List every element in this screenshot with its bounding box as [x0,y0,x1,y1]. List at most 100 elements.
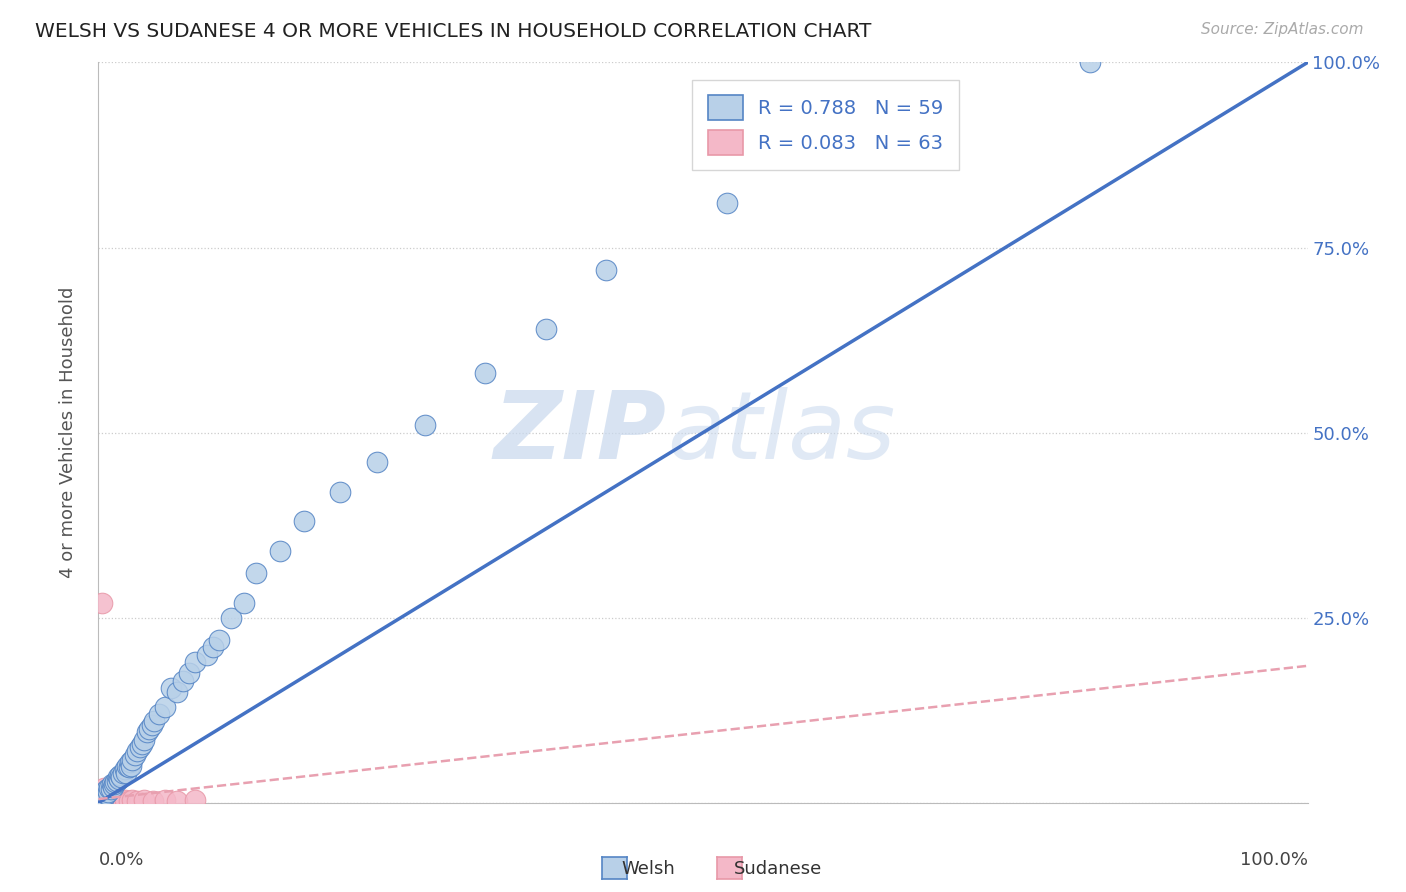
Point [121,793,143,807]
Point [104,793,127,807]
Point [121,753,143,767]
Point [96,782,118,797]
Point [91,794,114,808]
Point [245,566,267,581]
Point [118,760,141,774]
Point [98,789,121,804]
Point [91,790,114,805]
Point [103,777,125,791]
Point [166,685,188,699]
Point [120,758,142,772]
Y-axis label: 4 or more Vehicles in Household: 4 or more Vehicles in Household [59,287,77,578]
Text: Welsh: Welsh [621,860,675,878]
Point [141,718,163,732]
Text: Source: ZipAtlas.com: Source: ZipAtlas.com [1201,22,1364,37]
Point [93,780,115,795]
Point [98,794,121,808]
Point [94,789,117,803]
Point [232,596,254,610]
Point [269,544,291,558]
Point [202,640,225,655]
Point [96,789,118,803]
Point [292,515,315,529]
Point [221,610,243,624]
Point [97,794,120,808]
Point [153,699,176,714]
Point [90,792,112,806]
Point [114,793,136,807]
Point [1078,55,1101,70]
Point [160,681,183,695]
Point [93,790,115,805]
Text: 0.0%: 0.0% [98,851,143,869]
Point [153,793,176,807]
Point [114,763,136,777]
Point [534,322,557,336]
Point [184,793,207,807]
Point [100,782,122,797]
Point [91,789,114,804]
Point [111,766,134,780]
Point [91,789,114,803]
Point [134,732,156,747]
Point [107,770,129,784]
Point [97,792,120,806]
Point [134,793,156,807]
Point [103,794,125,808]
Point [142,794,165,808]
Point [96,792,118,806]
Point [101,794,124,808]
Point [96,789,118,804]
Point [108,767,131,781]
Text: 100.0%: 100.0% [1240,851,1308,869]
Point [184,655,207,669]
Point [91,788,114,802]
Point [91,793,114,807]
Text: atlas: atlas [666,387,896,478]
Point [100,789,122,804]
Point [107,793,129,807]
Point [166,794,188,808]
Point [208,632,231,647]
Point [148,706,170,721]
Point [98,780,121,795]
Point [143,714,166,729]
Point [91,794,114,808]
Point [89,793,111,807]
Point [127,794,149,808]
Point [135,725,157,739]
Text: ZIP: ZIP [494,386,666,479]
Point [101,780,124,794]
Point [97,789,120,804]
Point [90,789,112,804]
Point [138,722,160,736]
Point [94,787,117,801]
Point [117,758,139,772]
Point [100,794,122,808]
Point [124,747,146,762]
Point [90,792,112,806]
Point [100,777,122,791]
Point [127,744,149,758]
Point [91,789,114,804]
Legend: R = 0.788   N = 59, R = 0.083   N = 63: R = 0.788 N = 59, R = 0.083 N = 63 [692,79,959,170]
Point [118,755,141,769]
Point [97,785,120,799]
Point [366,455,388,469]
Text: Sudanese: Sudanese [734,860,823,878]
Point [94,790,117,805]
Point [716,196,738,211]
Point [93,788,115,802]
Point [329,484,352,499]
Point [91,596,114,610]
Point [195,648,218,662]
Point [93,792,115,806]
Point [115,766,138,780]
Point [93,789,115,804]
Point [100,794,122,808]
Point [96,794,118,808]
Point [105,794,128,808]
Point [91,792,114,806]
Point [94,792,117,806]
Point [128,740,150,755]
